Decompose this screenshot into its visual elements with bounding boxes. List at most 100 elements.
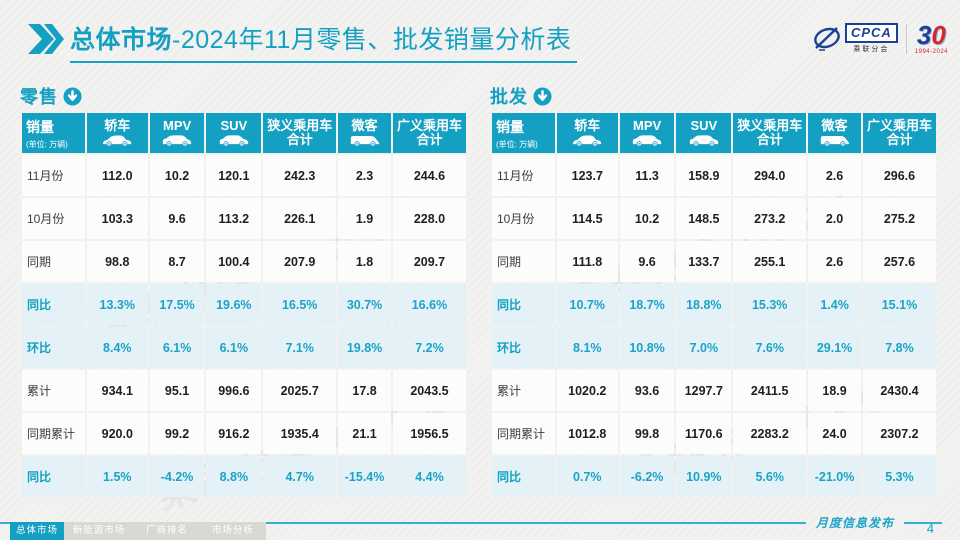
cell-value: 996.6 xyxy=(206,370,262,411)
cell-value: 10.9% xyxy=(676,456,732,497)
cell-value: 111.8 xyxy=(556,241,618,282)
cell-value: 123.7 xyxy=(556,155,618,196)
anniversary-3: 3 xyxy=(916,20,932,50)
retail-table: 销量 (单位: 万辆) 轿车 MPV SUV xyxy=(20,111,468,499)
cell-value: 21.1 xyxy=(338,413,391,454)
column-header-minivan: 微客 xyxy=(808,113,861,153)
cell-value: 244.6 xyxy=(392,155,466,196)
cell-value: 9.6 xyxy=(149,198,205,239)
cell-value: 18.9 xyxy=(808,370,861,411)
cell-value: 18.8% xyxy=(676,284,732,325)
down-arrow-icon xyxy=(63,86,82,106)
cell-value: -6.2% xyxy=(619,456,675,497)
cell-value: 29.1% xyxy=(808,327,861,368)
sedan-icon xyxy=(573,135,602,147)
cell-value: 19.8% xyxy=(338,327,391,368)
wholesale-section-title: 批发 xyxy=(490,84,938,108)
cell-value: 9.6 xyxy=(619,241,675,282)
column-header-sedan: 轿车 xyxy=(86,113,148,153)
column-header-narrow-pv: 狭义乘用车 合计 xyxy=(263,113,337,153)
cell-value: 209.7 xyxy=(392,241,466,282)
table-row: 累计 1020.2 93.6 1297.7 2411.5 18.9 2430.4 xyxy=(492,370,936,411)
row-label: 同期累计 xyxy=(492,413,555,454)
page-title-rest: -2024年11月零售、批发销量分析表 xyxy=(172,26,572,54)
tab-nev-market[interactable]: 新能源市场 xyxy=(64,522,134,540)
table-row: 同比 13.3% 17.5% 19.6% 16.5% 30.7% 16.6% xyxy=(22,284,466,325)
column-header-mpv: MPV xyxy=(619,113,675,153)
cell-value: 13.3% xyxy=(86,284,148,325)
retail-section: 零售 销量 (单位: 万辆) 轿车 M xyxy=(20,84,468,499)
cell-value: 2411.5 xyxy=(733,370,807,411)
cell-value: 207.9 xyxy=(263,241,337,282)
cell-value: 93.6 xyxy=(619,370,675,411)
anniversary-0: 0 xyxy=(931,20,946,50)
wholesale-table: 销量 (单位: 万辆) 轿车 MPV SUV xyxy=(490,111,938,499)
row-label: 同比 xyxy=(22,284,85,325)
cell-value: 2307.2 xyxy=(862,413,936,454)
row-label: 同期 xyxy=(22,241,85,282)
table-row: 同比 10.7% 18.7% 18.8% 15.3% 1.4% 15.1% xyxy=(492,284,936,325)
tab-market-analysis[interactable]: 市场分析 xyxy=(200,522,266,540)
cell-value: 6.1% xyxy=(149,327,205,368)
suv-icon xyxy=(219,135,248,147)
wholesale-title-label: 批发 xyxy=(490,87,528,107)
sales-header-label: 销量 xyxy=(26,118,54,135)
cell-value: 7.1% xyxy=(263,327,337,368)
cell-value: 920.0 xyxy=(86,413,148,454)
cell-value: 18.7% xyxy=(619,284,675,325)
cell-value: 15.3% xyxy=(733,284,807,325)
column-header-mpv: MPV xyxy=(149,113,205,153)
table-row: 10月份 103.3 9.6 113.2 226.1 1.9 228.0 xyxy=(22,198,466,239)
retail-title-label: 零售 xyxy=(20,87,58,107)
cell-value: 100.4 xyxy=(206,241,262,282)
sales-unit-label: (单位: 万辆) xyxy=(496,139,538,149)
cell-value: 8.7 xyxy=(149,241,205,282)
row-label: 同比 xyxy=(22,456,85,497)
cell-value: 4.4% xyxy=(392,456,466,497)
cell-value: 2.6 xyxy=(808,241,861,282)
cell-value: 2.0 xyxy=(808,198,861,239)
cell-value: 0.7% xyxy=(556,456,618,497)
page-title-prefix: 总体市场 xyxy=(70,26,173,54)
minivan-icon xyxy=(820,136,849,147)
cell-value: 1170.6 xyxy=(676,413,732,454)
logo-divider xyxy=(905,23,907,54)
cell-value: 113.2 xyxy=(206,198,262,239)
suv-icon xyxy=(689,135,718,147)
cell-value: 158.9 xyxy=(676,155,732,196)
cell-value: 2430.4 xyxy=(862,370,936,411)
cell-value: 226.1 xyxy=(263,198,337,239)
table-row: 环比 8.1% 10.8% 7.0% 7.6% 29.1% 7.8% xyxy=(492,327,936,368)
cell-value: 10.7% xyxy=(556,284,618,325)
tab-oem-ranking[interactable]: 厂商排名 xyxy=(134,522,200,540)
cell-value: 99.8 xyxy=(619,413,675,454)
cell-value: 4.7% xyxy=(263,456,337,497)
cell-value: 7.2% xyxy=(392,327,466,368)
cell-value: 30.7% xyxy=(338,284,391,325)
wholesale-section: 批发 销量 (单位: 万辆) 轿车 M xyxy=(490,84,938,499)
cell-value: 242.3 xyxy=(263,155,337,196)
cpca-subtitle: 乘联分会 xyxy=(853,46,890,53)
cell-value: 103.3 xyxy=(86,198,148,239)
table-row: 同期累计 920.0 99.2 916.2 1935.4 21.1 1956.5 xyxy=(22,413,466,454)
cell-value: 95.1 xyxy=(149,370,205,411)
column-header-sales: 销量 (单位: 万辆) xyxy=(22,113,85,153)
row-label: 10月份 xyxy=(492,198,555,239)
column-header-sales: 销量 (单位: 万辆) xyxy=(492,113,555,153)
cell-value: 2.6 xyxy=(808,155,861,196)
cell-value: 114.5 xyxy=(556,198,618,239)
cell-value: 1.9 xyxy=(338,198,391,239)
row-label: 同期累计 xyxy=(22,413,85,454)
cell-value: 11.3 xyxy=(619,155,675,196)
row-label: 同期 xyxy=(492,241,555,282)
cell-value: 2283.2 xyxy=(733,413,807,454)
cell-value: 1012.8 xyxy=(556,413,618,454)
table-row: 同期 98.8 8.7 100.4 207.9 1.8 209.7 xyxy=(22,241,466,282)
minivan-icon xyxy=(350,136,379,147)
cell-value: 228.0 xyxy=(392,198,466,239)
table-row: 同比 0.7% -6.2% 10.9% 5.6% -21.0% 5.3% xyxy=(492,456,936,497)
cell-value: 1.4% xyxy=(808,284,861,325)
cell-value: 275.2 xyxy=(862,198,936,239)
cell-value: 257.6 xyxy=(862,241,936,282)
tab-overall-market[interactable]: 总体市场 xyxy=(10,522,64,540)
